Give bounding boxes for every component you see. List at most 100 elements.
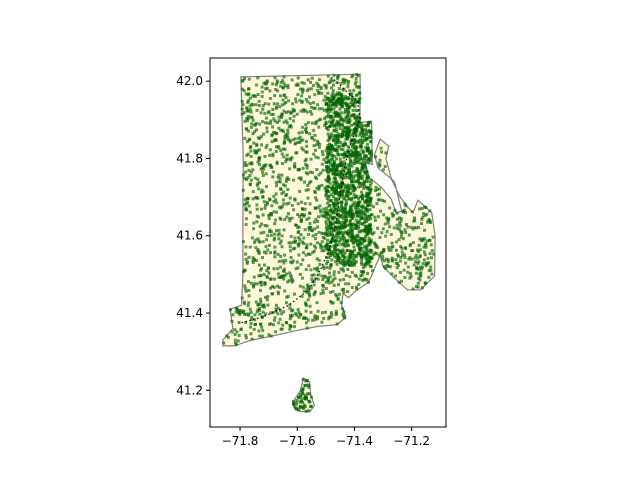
scatter-point <box>307 252 310 256</box>
scatter-point <box>274 181 278 185</box>
scatter-point <box>280 312 284 316</box>
scatter-point <box>287 212 290 216</box>
scatter-point <box>339 116 343 119</box>
scatter-point <box>266 276 270 280</box>
scatter-point <box>300 294 304 298</box>
scatter-point <box>361 204 365 208</box>
scatter-point <box>313 318 317 322</box>
scatter-point <box>386 216 390 220</box>
scatter-point <box>314 237 317 241</box>
scatter-point <box>359 169 363 172</box>
scatter-point <box>361 139 364 142</box>
scatter-point <box>268 153 272 157</box>
scatter-point <box>240 296 244 300</box>
scatter-point <box>341 267 345 271</box>
scatter-point <box>304 150 308 154</box>
scatter-point <box>307 399 311 403</box>
scatter-point <box>362 206 366 210</box>
scatter-point <box>272 267 276 271</box>
scatter-point <box>360 193 364 197</box>
scatter-point <box>377 192 381 196</box>
scatter-point <box>341 164 345 167</box>
scatter-point <box>282 75 286 79</box>
scatter-point <box>343 176 347 180</box>
scatter-point <box>328 99 332 103</box>
scatter-point <box>272 318 276 322</box>
scatter-point <box>368 208 372 212</box>
scatter-point <box>248 108 252 112</box>
scatter-point <box>310 76 314 80</box>
scatter-point <box>342 118 346 122</box>
scatter-point <box>418 248 422 252</box>
scatter-point <box>390 259 394 263</box>
scatter-point <box>346 154 350 158</box>
scatter-point <box>406 225 410 229</box>
scatter-point <box>259 273 262 277</box>
scatter-point <box>318 263 322 266</box>
scatter-point <box>255 207 259 211</box>
scatter-point <box>362 133 366 137</box>
scatter-point <box>400 230 404 234</box>
scatter-point <box>279 80 283 84</box>
scatter-point <box>286 110 290 114</box>
scatter-point <box>283 102 287 106</box>
scatter-point <box>343 153 347 157</box>
scatter-point <box>361 278 364 282</box>
scatter-point <box>304 393 308 397</box>
scatter-point <box>346 114 350 118</box>
scatter-point <box>264 163 268 167</box>
scatter-point <box>342 196 346 200</box>
scatter-point <box>269 230 273 234</box>
scatter-point <box>305 164 309 168</box>
scatter-point <box>309 242 313 246</box>
scatter-point <box>318 208 322 212</box>
scatter-point <box>364 216 368 220</box>
scatter-point <box>315 168 319 171</box>
scatter-point <box>414 260 417 264</box>
scatter-point <box>341 189 345 193</box>
scatter-point <box>244 257 248 261</box>
scatter-point <box>350 152 354 156</box>
scatter-point <box>312 293 316 297</box>
scatter-point <box>339 160 343 164</box>
scatter-point <box>282 183 285 187</box>
scatter-point <box>275 145 278 149</box>
scatter-point <box>354 108 358 112</box>
scatter-point <box>325 125 329 129</box>
scatter-point <box>290 261 294 265</box>
scatter-point <box>373 218 377 222</box>
scatter-point <box>255 142 259 146</box>
scatter-point <box>270 292 274 296</box>
scatter-point <box>429 243 433 247</box>
scatter-point <box>343 262 347 265</box>
scatter-point <box>260 188 264 192</box>
scatter-point <box>330 147 334 151</box>
scatter-point <box>342 156 346 160</box>
scatter-point <box>258 224 262 228</box>
scatter-point <box>276 144 280 148</box>
scatter-point <box>284 157 288 161</box>
scatter-point <box>364 235 367 239</box>
scatter-point <box>274 303 278 307</box>
scatter-point <box>274 330 278 334</box>
scatter-point <box>337 292 341 296</box>
scatter-point <box>333 115 337 119</box>
scatter-point <box>335 202 338 206</box>
scatter-point <box>276 233 280 237</box>
scatter-point <box>351 216 354 220</box>
scatter-point <box>327 159 331 163</box>
scatter-point <box>278 216 282 220</box>
x-tick-label: −71.6 <box>279 434 316 448</box>
scatter-point <box>249 149 253 153</box>
scatter-point <box>291 400 295 404</box>
scatter-point <box>290 277 294 281</box>
scatter-point <box>290 309 294 313</box>
scatter-point <box>259 207 263 211</box>
scatter-point <box>252 285 256 289</box>
scatter-point <box>346 96 350 100</box>
scatter-point <box>316 309 320 313</box>
scatter-point <box>340 101 344 104</box>
scatter-point <box>297 131 301 135</box>
scatter-point <box>263 155 267 158</box>
scatter-point <box>241 103 245 107</box>
